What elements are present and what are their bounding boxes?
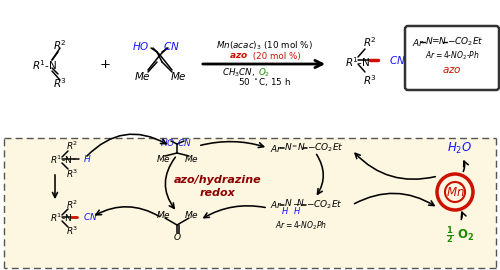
Text: $HO$: $HO$ [160,137,175,147]
Text: $Mn(acac)_3$ (10 mol %): $Mn(acac)_3$ (10 mol %) [216,40,312,52]
Text: $\mathbf{\frac{1}{2}\ O_2}$: $\mathbf{\frac{1}{2}\ O_2}$ [446,224,474,246]
Text: $-CO_2Et$: $-CO_2Et$ [447,36,484,48]
Text: $H$: $H$ [83,154,92,164]
Text: $CN$: $CN$ [83,211,98,222]
Text: $R^2$: $R^2$ [66,199,78,211]
Text: $Me$: $Me$ [184,153,198,164]
Text: $N$: $N$ [425,35,434,46]
Text: $N$: $N$ [438,35,446,46]
Text: $R^3$: $R^3$ [363,73,377,87]
Text: $\bfit{azo}$: $\bfit{azo}$ [229,52,248,60]
Text: $HO$: $HO$ [132,40,150,52]
Text: $R^2$: $R^2$ [53,38,67,52]
Text: $R^2$: $R^2$ [66,140,78,152]
Text: $N$: $N$ [296,197,304,208]
Text: $R^1$-N: $R^1$-N [50,212,72,224]
Text: $H$: $H$ [293,205,301,217]
Text: $CN$: $CN$ [163,40,180,52]
Text: $+$: $+$ [99,58,111,70]
Text: $H_2O$: $H_2O$ [448,140,472,156]
Text: $azo$: $azo$ [442,65,462,75]
Text: $-$: $-$ [292,198,300,208]
Text: $H$: $H$ [281,205,289,217]
Text: redox: redox [200,188,236,198]
Text: $N$: $N$ [284,140,292,151]
Text: (20 mol %): (20 mol %) [250,52,301,60]
Text: $N$: $N$ [297,140,306,151]
Text: $CN$: $CN$ [177,137,192,147]
FancyBboxPatch shape [405,26,499,90]
Text: $Me$: $Me$ [170,70,186,82]
Text: $Me$: $Me$ [134,70,150,82]
Text: $R^3$: $R^3$ [66,168,78,180]
Text: $Ar = 4$-$NO_2$-$Ph$: $Ar = 4$-$NO_2$-$Ph$ [424,50,480,62]
Text: $Ar$: $Ar$ [412,36,425,48]
Text: $Ar = 4$-$NO_2Ph$: $Ar = 4$-$NO_2Ph$ [275,220,327,232]
Text: $R^2$: $R^2$ [363,35,377,49]
Text: $N$: $N$ [284,197,292,208]
Text: $Ar$: $Ar$ [270,200,283,211]
Text: $-CO_2Et$: $-CO_2Et$ [306,199,343,211]
Text: $CN$: $CN$ [389,54,406,66]
Text: $R^3$: $R^3$ [53,76,67,90]
Text: $O$: $O$ [172,231,182,242]
Text: $R^1$-N: $R^1$-N [50,154,72,166]
Text: $Me$: $Me$ [156,153,170,164]
Text: $R^3$: $R^3$ [66,225,78,237]
Text: $CH_3CN,\ $: $CH_3CN,\ $ [222,67,255,79]
Text: azo/hydrazine: azo/hydrazine [174,175,262,185]
Text: $Ar$: $Ar$ [270,143,283,154]
Text: $R^1$-N: $R^1$-N [32,58,58,72]
Text: $Me$: $Me$ [156,210,170,221]
Text: 50 $^\circ$C, 15 h: 50 $^\circ$C, 15 h [238,76,290,88]
Text: $-CO_2Et$: $-CO_2Et$ [307,142,344,154]
Text: $\!\!=\!\!$: $\!\!=\!\!$ [432,35,440,45]
FancyBboxPatch shape [4,138,496,268]
Text: $Me$: $Me$ [184,210,198,221]
Text: $O_2$: $O_2$ [258,67,270,79]
Text: $Mn$: $Mn$ [446,185,464,198]
Text: $R^1$-N: $R^1$-N [345,55,370,69]
Text: $\!\!=\!\!$: $\!\!=\!\!$ [292,143,298,148]
